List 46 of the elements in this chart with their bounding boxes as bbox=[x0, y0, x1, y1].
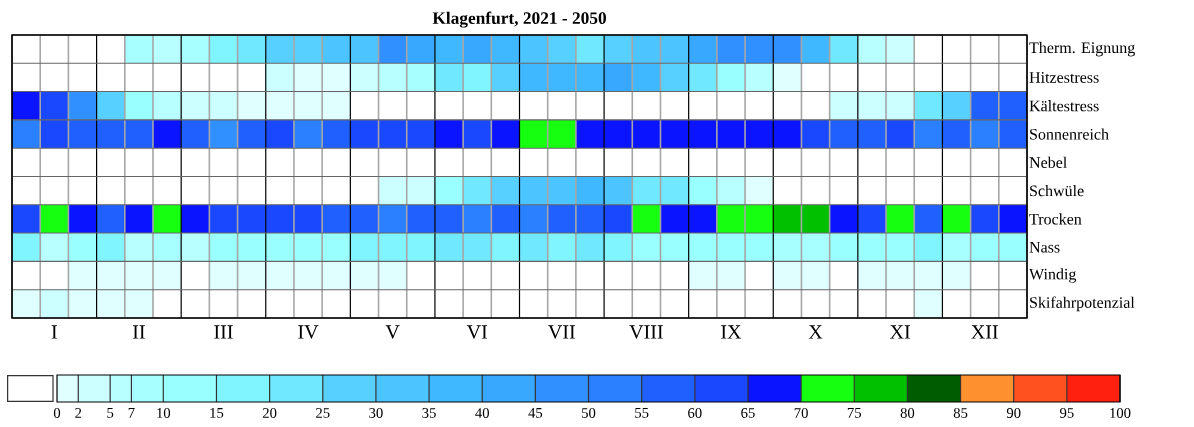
color-bar-label: 7 bbox=[128, 408, 135, 418]
color-bar-label: 95 bbox=[1060, 408, 1074, 418]
x-tick-label: X bbox=[808, 325, 823, 339]
color-bar-label: 10 bbox=[157, 408, 171, 418]
chart-title: Klagenfurt, 2021 - 2050 bbox=[432, 11, 606, 28]
color-bar-label: 85 bbox=[953, 408, 968, 418]
color-bar-label: 0 bbox=[53, 408, 61, 418]
y-tick-label: Sonnenreich bbox=[1030, 128, 1109, 140]
color-bar-label: 15 bbox=[210, 408, 224, 418]
y-tick-label: Nass bbox=[1029, 241, 1060, 253]
color-bar-label: 30 bbox=[369, 408, 383, 418]
y-tick-label: Skifahrpotenzial bbox=[1030, 296, 1135, 312]
color-bar-label: 60 bbox=[688, 408, 702, 418]
color-bar-label: 45 bbox=[528, 408, 543, 418]
x-tick-label: I bbox=[51, 325, 57, 339]
x-tick-label: VII bbox=[548, 325, 575, 339]
color-bar-label: 2 bbox=[75, 408, 82, 418]
color-bar-label: 5 bbox=[107, 408, 114, 418]
color-bar-label: 55 bbox=[635, 408, 649, 418]
color-bar-label: 20 bbox=[262, 408, 277, 418]
color-bar-label: 100 bbox=[1110, 408, 1131, 418]
y-tick-label: Windig bbox=[1029, 268, 1077, 283]
color-bar-label: 50 bbox=[582, 408, 596, 418]
x-tick-label: XII bbox=[971, 325, 998, 339]
x-tick-label: III bbox=[214, 325, 233, 339]
y-tick-label: Nebel bbox=[1029, 156, 1067, 168]
y-tick-label: Kältestress bbox=[1029, 100, 1099, 112]
color-bar-label: 90 bbox=[1006, 408, 1021, 418]
x-tick-label: V bbox=[385, 325, 400, 339]
color-bar-label: 65 bbox=[741, 408, 755, 418]
y-tick-label: Schwüle bbox=[1030, 185, 1084, 197]
x-tick-label: IX bbox=[721, 325, 742, 339]
x-tick-label: VI bbox=[466, 325, 488, 339]
color-bar-label: 75 bbox=[847, 408, 862, 418]
x-tick-label: II bbox=[132, 325, 145, 339]
y-tick-label: Trocken bbox=[1029, 213, 1082, 225]
color-bar-label: 70 bbox=[794, 408, 808, 418]
y-tick-label: Therm. Eignung bbox=[1029, 41, 1135, 57]
y-tick-label: Hitzestress bbox=[1029, 72, 1099, 83]
x-tick-label: VIII bbox=[629, 325, 663, 339]
color-bar-label: 80 bbox=[900, 408, 915, 418]
color-bar-label: 40 bbox=[475, 408, 489, 418]
color-bar-label: 35 bbox=[422, 408, 436, 418]
color-bar-label: 25 bbox=[316, 408, 330, 418]
x-tick-label: XI bbox=[890, 325, 910, 339]
x-tick-label: IV bbox=[298, 325, 319, 339]
